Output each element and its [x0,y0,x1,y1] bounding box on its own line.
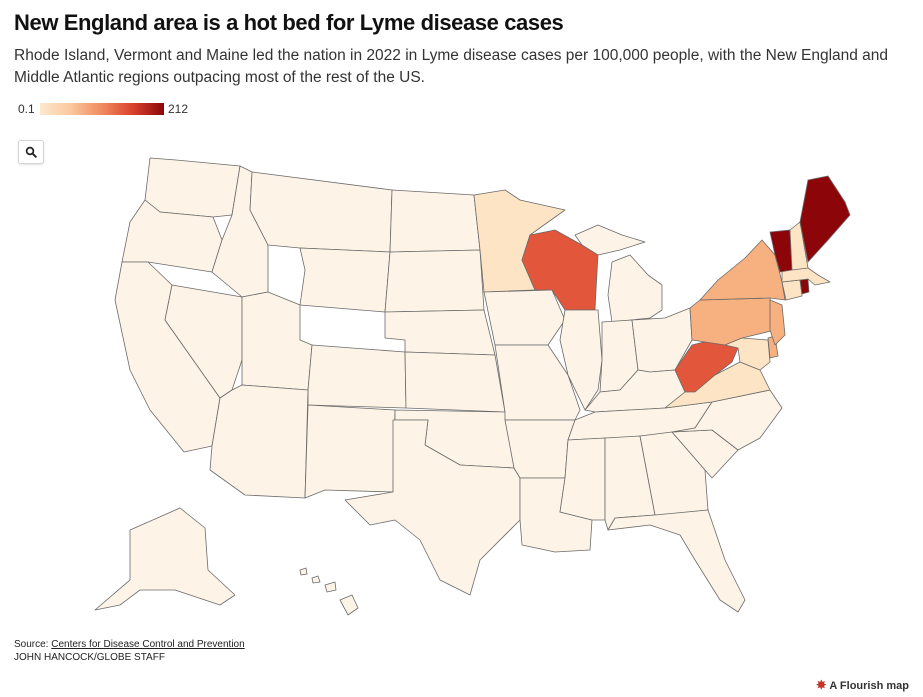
state-missouri[interactable] [494,344,581,421]
staff-credit: JOHN HANCOCK/GLOBE STAFF [14,652,165,663]
state-michigan-upper[interactable] [574,224,646,256]
state-nebraska[interactable] [384,309,496,356]
state-pennsylvania[interactable] [689,297,776,346]
state-utah[interactable] [241,291,313,391]
state-connecticut[interactable] [781,279,803,301]
state-hawaii-main[interactable] [339,594,359,616]
state-arkansas[interactable] [504,419,576,479]
state-massachusetts[interactable] [781,267,831,286]
state-illinois[interactable] [559,309,603,411]
flourish-star-icon: ✸ [816,678,827,692]
state-new-hampshire[interactable] [789,221,809,271]
state-rhode-island[interactable] [799,278,810,295]
chart-subtitle: Rhode Island, Vermont and Maine led the … [14,47,889,86]
state-new-mexico[interactable] [304,404,396,499]
legend-max-label: 212 [168,102,189,116]
state-new-jersey[interactable] [769,299,786,346]
state-arizona[interactable] [209,384,309,499]
state-texas[interactable] [344,419,521,596]
state-kansas[interactable] [404,351,506,413]
state-florida[interactable] [607,509,746,613]
state-new-york[interactable] [699,239,786,301]
source-line: Source: Centers for Disease Control and … [14,638,245,651]
magnifier-icon [25,146,37,158]
flourish-brand[interactable]: ✸ A Flourish map [816,678,909,692]
state-alaska[interactable] [94,507,236,611]
state-hawaii-kauai[interactable] [299,567,308,576]
state-hawaii-maui[interactable] [324,581,337,593]
state-west-virginia[interactable] [674,339,739,393]
source-prefix: Source: [14,639,52,650]
flourish-brand-label: A Flourish map [829,680,909,692]
state-montana[interactable] [249,171,393,253]
state-wyoming[interactable] [299,247,391,313]
state-washington[interactable] [144,157,241,218]
state-iowa[interactable] [483,289,566,346]
state-vermont[interactable] [769,229,793,273]
chart-title: New England area is a hot bed for Lyme d… [14,10,564,35]
search-button[interactable] [18,140,44,164]
state-colorado[interactable] [307,344,407,409]
legend-min-label: 0.1 [18,102,35,116]
state-maine[interactable] [799,175,851,263]
state-south-dakota[interactable] [384,249,485,313]
source-link[interactable]: Centers for Disease Control and Preventi… [51,639,245,650]
state-hawaii-oahu[interactable] [311,575,321,584]
state-north-dakota[interactable] [389,189,481,253]
legend-gradient-bar [40,103,164,115]
state-maryland[interactable] [724,337,771,371]
state-michigan[interactable] [607,254,663,323]
